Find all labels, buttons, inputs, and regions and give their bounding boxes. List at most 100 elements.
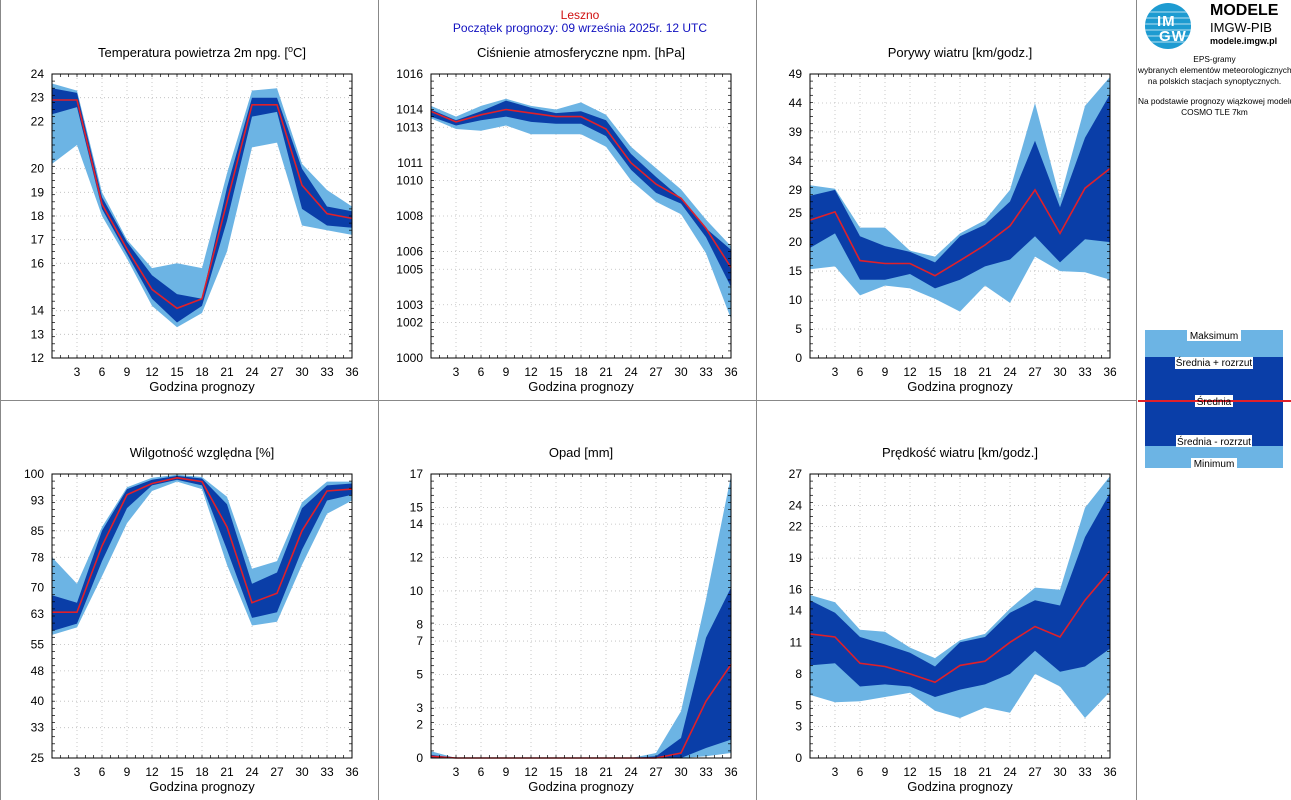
y-tick-label: 15: [789, 264, 803, 278]
y-tick-label: 19: [789, 551, 803, 565]
x-tick-label: 9: [882, 365, 889, 379]
x-tick-label: 24: [624, 365, 638, 379]
x-tick-label: 27: [1028, 765, 1042, 779]
x-tick-label: 15: [928, 365, 942, 379]
y-tick-label: 23: [31, 91, 45, 105]
x-axis-label: Godzina prognozy: [907, 779, 1013, 794]
y-tick-label: 18: [31, 209, 45, 223]
y-tick-label: 1006: [396, 245, 423, 259]
x-tick-label: 12: [145, 365, 159, 379]
y-tick-label: 20: [789, 235, 803, 249]
x-tick-label: 18: [195, 365, 209, 379]
y-tick-label: 1008: [396, 209, 423, 223]
legend-label-lower: Średnia - rozrzut: [1177, 435, 1251, 448]
x-tick-label: 18: [953, 365, 967, 379]
x-tick-label: 27: [270, 765, 284, 779]
x-tick-label: 21: [220, 765, 234, 779]
y-tick-label: 3: [795, 719, 802, 733]
x-tick-label: 18: [953, 765, 967, 779]
logo-mark-top: IM: [1157, 13, 1176, 30]
y-tick-label: 20: [31, 162, 45, 176]
y-tick-label: 44: [789, 96, 803, 110]
x-tick-label: 15: [928, 765, 942, 779]
x-tick-label: 33: [699, 765, 713, 779]
chart-title: Ciśnienie atmosferyczne npm. [hPa]: [477, 45, 685, 60]
x-tick-label: 3: [74, 365, 81, 379]
x-tick-label: 33: [699, 365, 713, 379]
y-tick-label: 7: [416, 634, 423, 648]
logo-subtitle: IMGW-PIB: [1210, 20, 1272, 35]
y-tick-label: 0: [795, 751, 802, 765]
description-line: EPS-gramy: [1193, 54, 1236, 64]
x-tick-label: 12: [524, 765, 538, 779]
y-tick-label: 16: [31, 256, 45, 270]
x-tick-label: 6: [857, 765, 864, 779]
y-tick-label: 33: [31, 721, 45, 735]
x-tick-label: 3: [832, 365, 839, 379]
y-tick-label: 49: [789, 67, 803, 81]
y-tick-label: 1010: [396, 174, 423, 188]
logo-url: modele.imgw.pl: [1210, 36, 1278, 46]
y-tick-label: 55: [31, 637, 45, 651]
y-tick-label: 3: [416, 701, 423, 715]
legend-label-upper: Średnia + rozrzut: [1176, 356, 1253, 369]
x-tick-label: 36: [345, 365, 359, 379]
description-line: na polskich stacjach synoptycznych.: [1147, 76, 1282, 86]
legend-label-bg-min: [1191, 458, 1237, 469]
chart-title: Opad [mm]: [549, 445, 613, 460]
x-tick-label: 15: [549, 365, 563, 379]
y-tick-label: 63: [31, 607, 45, 621]
x-tick-label: 27: [649, 365, 663, 379]
x-tick-label: 12: [145, 765, 159, 779]
x-tick-label: 36: [724, 365, 738, 379]
grid: [431, 73, 732, 359]
y-tick-label: 5: [795, 322, 802, 336]
y-tick-label: 34: [789, 154, 803, 168]
y-tick-label: 14: [410, 517, 424, 531]
x-tick-label: 9: [503, 765, 510, 779]
description-line: COSMO TLE 7km: [1181, 107, 1248, 117]
x-axis-label: Godzina prognozy: [149, 379, 255, 394]
legend: Maksimum Średnia + rozrzut Średnia Średn…: [1138, 330, 1291, 470]
chart-pressure: 1000 1002 1003 1005 1006 1008 1010 1011 1013 1014…: [396, 45, 738, 394]
y-tick-label: 15: [410, 500, 424, 514]
band-spread: [431, 587, 731, 758]
x-tick-label: 9: [124, 365, 131, 379]
x-tick-label: 24: [1003, 765, 1017, 779]
x-tick-label: 21: [599, 765, 613, 779]
x-tick-label: 15: [170, 365, 184, 379]
x-tick-label: 36: [345, 765, 359, 779]
y-tick-label: 25: [789, 206, 803, 220]
y-tick-label: 14: [789, 604, 803, 618]
y-tick-label: 12: [410, 551, 424, 565]
series-line-mean: [52, 99, 353, 310]
y-tick-label: 1005: [396, 262, 423, 276]
x-tick-label: 30: [295, 765, 309, 779]
x-tick-label: 12: [524, 365, 538, 379]
logo-title: MODELE: [1210, 2, 1279, 19]
y-tick-label: 0: [416, 751, 423, 765]
y-tick-label: 24: [789, 499, 803, 513]
station-title: Leszno: [561, 8, 600, 22]
legend-label-bg-max: [1187, 330, 1241, 341]
x-tick-label: 21: [599, 365, 613, 379]
x-tick-label: 33: [320, 365, 334, 379]
x-axis-label: Godzina prognozy: [528, 779, 634, 794]
x-tick-label: 18: [195, 765, 209, 779]
x-tick-label: 21: [978, 765, 992, 779]
y-tick-label: 100: [24, 467, 44, 481]
x-tick-label: 3: [453, 765, 460, 779]
x-tick-label: 12: [903, 365, 917, 379]
y-tick-label: 13: [31, 327, 45, 341]
y-tick-label: 1011: [397, 156, 423, 170]
y-tick-label: 5: [795, 698, 802, 712]
y-tick-label: 10: [789, 293, 803, 307]
x-tick-label: 3: [832, 765, 839, 779]
x-tick-label: 6: [99, 365, 106, 379]
y-tick-label: 1002: [396, 316, 423, 330]
band-spread: [810, 492, 1110, 697]
